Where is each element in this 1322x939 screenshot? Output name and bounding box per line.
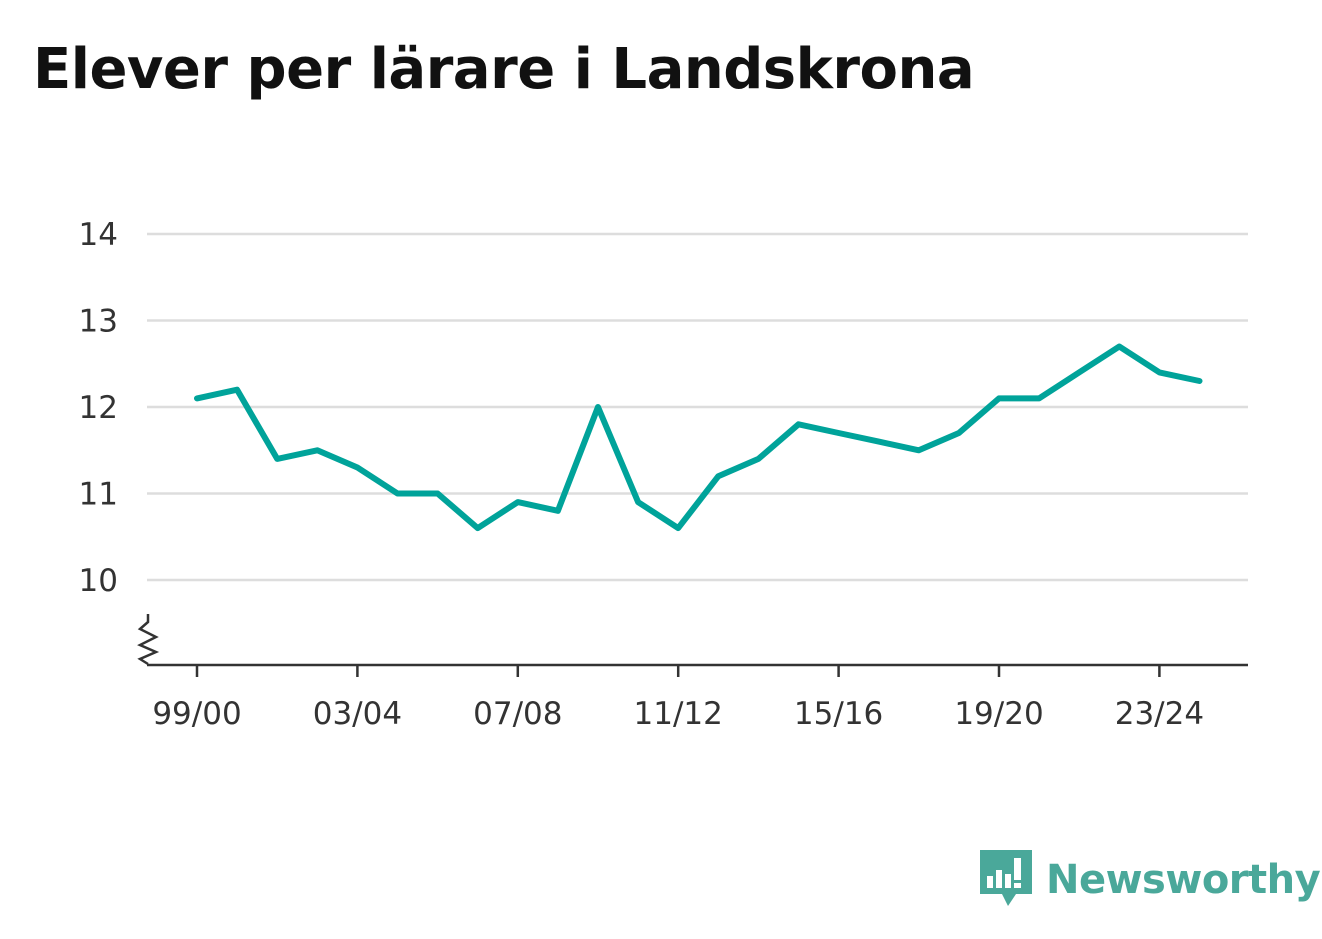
x-tick-label: 19/20 — [954, 696, 1043, 732]
grid-lines — [147, 232, 1248, 582]
x-tick-label: 15/16 — [794, 696, 883, 732]
y-tick-label: 13 — [79, 304, 118, 340]
y-tick-label: 11 — [79, 477, 118, 513]
x-tick-label: 03/04 — [313, 696, 402, 732]
x-tick-label: 11/12 — [634, 696, 723, 732]
series-line — [194, 343, 1203, 532]
y-tick-label: 10 — [79, 563, 118, 599]
brand-name: Newsworthy — [1046, 857, 1321, 903]
chart-title: Elever per lärare i Landskrona — [33, 37, 975, 102]
axis-break-icon — [137, 614, 160, 666]
y-tick-label: 14 — [79, 217, 118, 253]
y-axis-ticks: 10 11 12 13 14 — [79, 217, 118, 599]
x-tick-label: 07/08 — [473, 696, 562, 732]
y-tick-label: 12 — [79, 390, 118, 426]
x-axis-ticks: 99/00 03/04 07/08 11/12 15/16 19/20 23/24 — [152, 665, 1204, 732]
brand-logo-block: Newsworthy — [980, 850, 1321, 910]
x-tick-label: 99/00 — [152, 696, 241, 732]
bar-chart-speech-bubble-icon — [980, 850, 1032, 906]
x-tick-label: 23/24 — [1115, 696, 1204, 732]
series-group — [194, 343, 1203, 532]
